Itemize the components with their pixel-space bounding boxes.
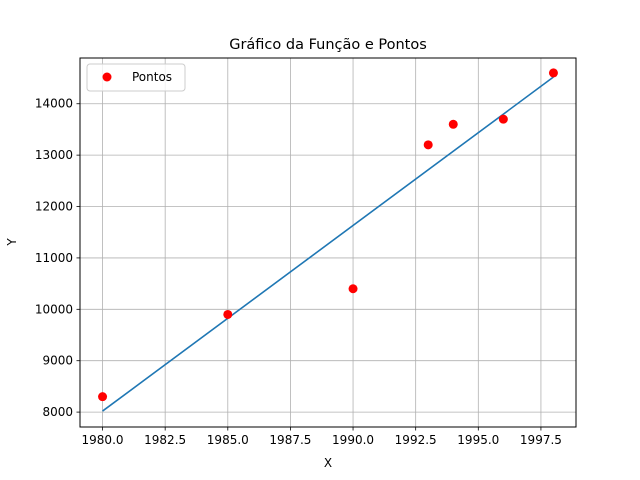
x-tick-label: 1987.5	[269, 433, 311, 447]
scatter-point	[548, 68, 558, 78]
y-tick-label: 14000	[35, 97, 73, 111]
y-tick-label: 11000	[35, 251, 73, 265]
x-tick-label: 1985.0	[207, 433, 249, 447]
scatter-point	[223, 309, 233, 319]
x-axis-ticks: 1980.0 1982.5 1985.0 1987.5 1990.0 1992.5 1995…	[82, 427, 562, 447]
x-tick-label: 1982.5	[144, 433, 186, 447]
fit-line	[102, 76, 554, 412]
y-tick-label: 8000	[42, 405, 73, 419]
scatter-point	[448, 119, 458, 129]
y-tick-label: 9000	[42, 354, 73, 368]
y-axis-label: Y	[5, 238, 19, 247]
y-tick-label: 10000	[35, 302, 73, 316]
grid	[80, 58, 576, 427]
chart-title: Gráfico da Função e Pontos	[229, 37, 427, 53]
scatter-point	[498, 114, 508, 124]
legend-label-pontos: Pontos	[132, 70, 172, 84]
scatter-points	[98, 68, 558, 402]
y-tick-label: 12000	[35, 200, 73, 214]
x-tick-label: 1990.0	[332, 433, 374, 447]
x-tick-label: 1980.0	[82, 433, 124, 447]
x-tick-label: 1995.0	[457, 433, 499, 447]
axes-frame	[79, 57, 577, 428]
y-axis-ticks: 8000 9000 10000 11000 12000 13000 14000	[35, 97, 80, 419]
legend: Pontos	[86, 63, 186, 92]
legend-marker-pontos	[102, 72, 112, 82]
y-tick-label: 13000	[35, 148, 73, 162]
x-tick-label: 1997.5	[520, 433, 562, 447]
legend-box	[86, 63, 186, 92]
x-tick-label: 1992.5	[395, 433, 437, 447]
fit-line-layer	[102, 76, 554, 412]
scatter-point	[423, 140, 433, 150]
scatter-point	[348, 284, 358, 294]
scatter-point	[98, 392, 108, 402]
x-axis-label: X	[324, 456, 332, 470]
